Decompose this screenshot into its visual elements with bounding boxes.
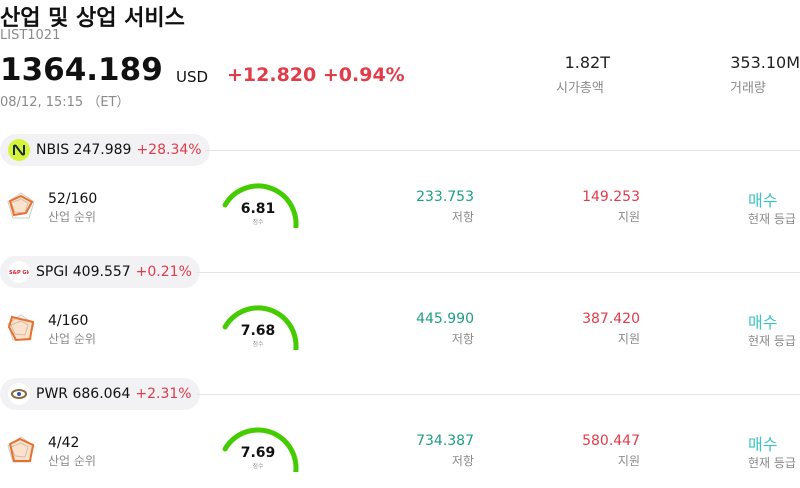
index-price: 1364.189 — [0, 52, 163, 88]
support-label: 지원 — [617, 332, 640, 346]
support-value: 387.420 — [582, 311, 640, 327]
resistance-value: 445.990 — [416, 311, 474, 327]
volume-value: 353.10M — [730, 53, 800, 72]
radar-chart-icon — [7, 436, 35, 463]
stock-change: +28.34% — [136, 142, 202, 158]
score-gauge-fill — [222, 183, 299, 228]
score-value: 6.81 — [240, 201, 276, 217]
stock-change: +0.21% — [135, 264, 192, 280]
rating-label: 현재 등급 — [748, 212, 796, 226]
sp-global-logo-icon: S&P Global — [8, 261, 30, 283]
market-cap-value: 1.82T — [564, 53, 610, 72]
stock-ticker: PWR — [36, 386, 69, 402]
score-label: 점수 — [252, 341, 264, 348]
score-gauge — [222, 427, 299, 472]
radar-chart-icon — [7, 192, 35, 219]
resistance-label: 저항 — [451, 454, 474, 468]
support-label: 지원 — [617, 210, 640, 224]
svg-text:S&P Global: S&P Global — [9, 270, 29, 276]
row-divider — [205, 150, 800, 151]
industry-rank: 52/160 — [48, 191, 98, 207]
score-gauge-fill — [222, 305, 299, 350]
industry-rank-label: 산업 순위 — [48, 210, 96, 224]
change-value: +12.820 — [227, 64, 317, 86]
industry-rank-label: 산업 순위 — [48, 332, 96, 346]
list-code: LIST1021 — [0, 28, 61, 43]
radar-chart-icon — [7, 314, 35, 342]
rating-badge[interactable]: 매수 — [748, 313, 778, 332]
price-change: +12.820 +0.94% — [227, 64, 405, 86]
currency-label: USD — [176, 68, 209, 86]
support-value: 149.253 — [582, 189, 640, 205]
rating-badge[interactable]: 매수 — [748, 191, 778, 210]
score-gauge — [222, 183, 299, 228]
page-title: 산업 및 상업 서비스 — [0, 6, 185, 31]
stock-pill-spgi[interactable]: S&P Global SPGI 409.557 +0.21% — [0, 256, 200, 288]
market-cap-label: 시가총액 — [556, 81, 604, 96]
stock-pill-nbis[interactable]: NBIS 247.989 +28.34% — [0, 134, 210, 166]
score-value: 7.68 — [240, 323, 276, 339]
score-label: 점수 — [252, 463, 264, 470]
stock-pill-pwr[interactable]: PWR 686.064 +2.31% — [0, 378, 200, 410]
rating-label: 현재 등급 — [748, 456, 796, 470]
stock-price: 686.064 — [72, 386, 131, 402]
industry-rank: 4/160 — [48, 313, 89, 329]
resistance-label: 저항 — [451, 332, 474, 346]
change-percent: +0.94% — [322, 64, 405, 86]
nebius-logo-icon — [8, 139, 30, 161]
stock-change: +2.31% — [135, 386, 192, 402]
row-divider — [196, 394, 800, 395]
industry-rank-label: 산업 순위 — [48, 454, 96, 468]
stock-price: 409.557 — [72, 264, 131, 280]
volume-label: 거래량 — [730, 81, 766, 96]
quanta-logo-icon — [8, 383, 30, 405]
resistance-value: 734.387 — [416, 433, 474, 449]
score-gauge — [222, 305, 299, 350]
timestamp: 08/12, 15:15 （ET） — [0, 95, 130, 110]
stock-price: 247.989 — [73, 142, 132, 158]
score-value: 7.69 — [240, 445, 276, 461]
row-divider — [196, 272, 800, 273]
support-value: 580.447 — [582, 433, 640, 449]
support-label: 지원 — [617, 454, 640, 468]
resistance-value: 233.753 — [416, 189, 474, 205]
score-label: 점수 — [252, 219, 264, 226]
stock-ticker: NBIS — [36, 142, 70, 158]
rating-badge[interactable]: 매수 — [748, 435, 778, 454]
score-gauge-fill — [222, 427, 299, 472]
stock-ticker: SPGI — [36, 264, 69, 280]
industry-rank: 4/42 — [48, 435, 80, 451]
rating-label: 현재 등급 — [748, 334, 796, 348]
resistance-label: 저항 — [451, 210, 474, 224]
